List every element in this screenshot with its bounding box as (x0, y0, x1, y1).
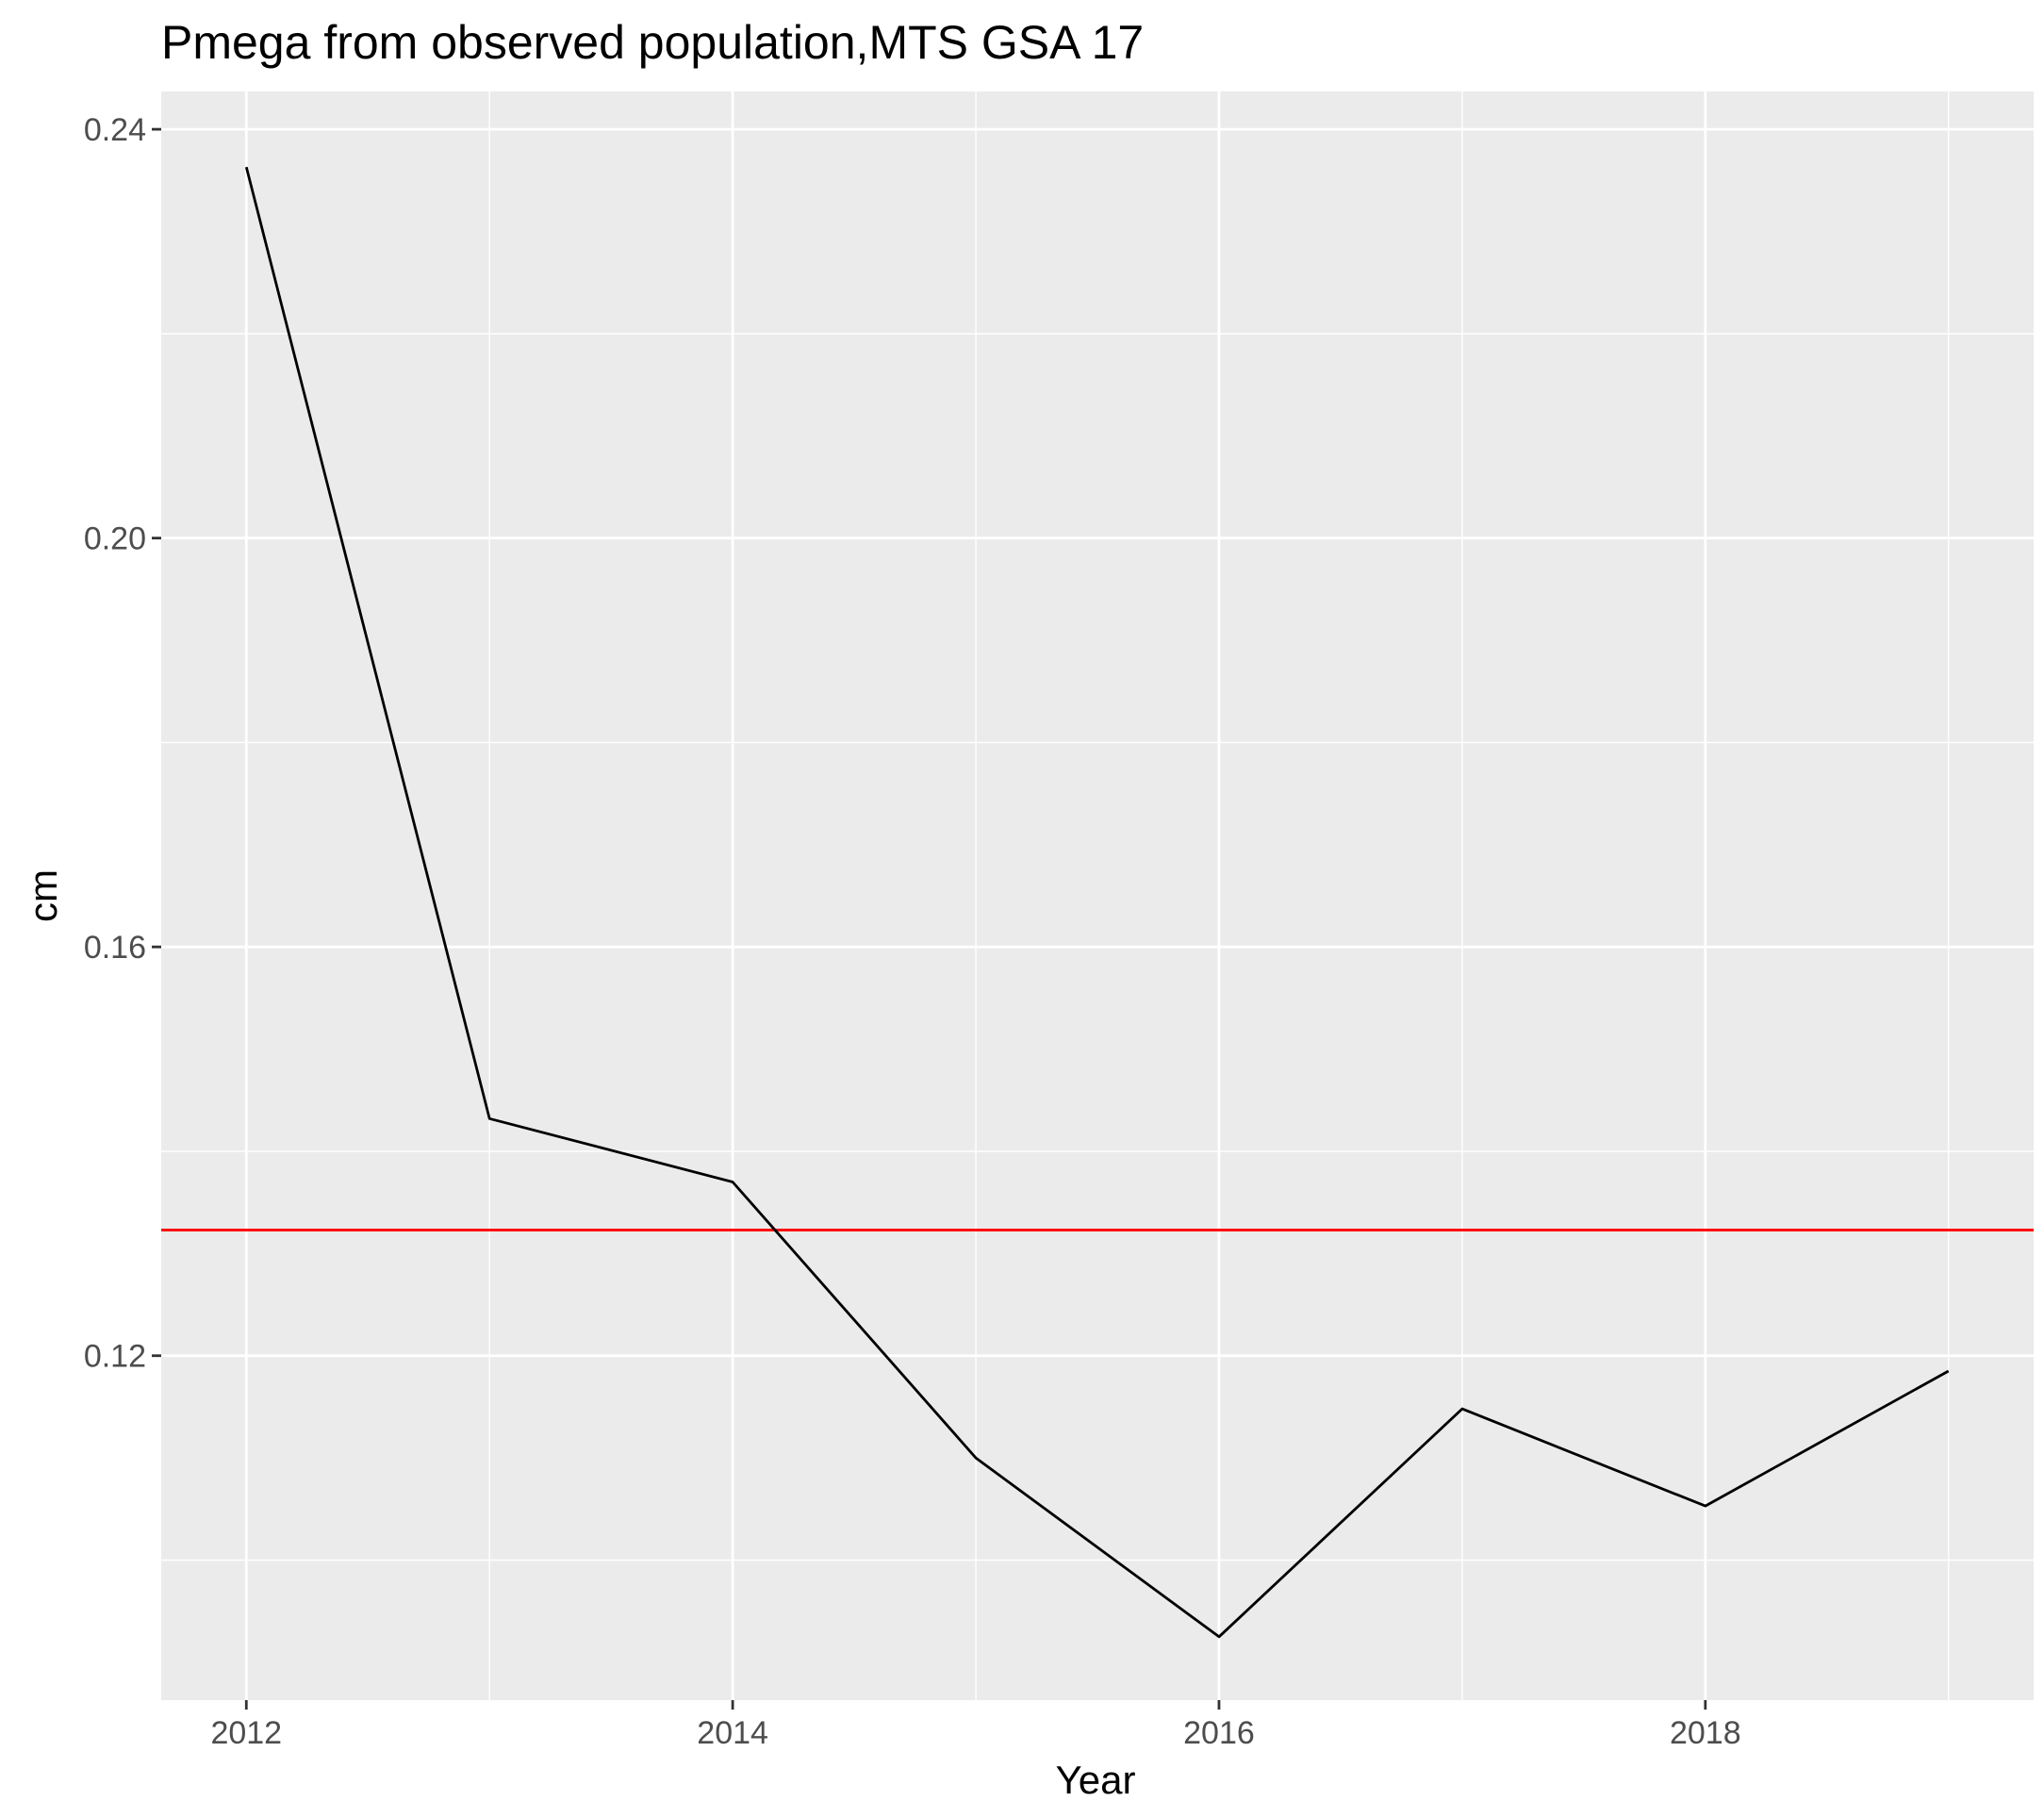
x-axis-title: Year (1056, 1758, 1136, 1802)
chart-title: Pmega from observed population,MTS GSA 1… (161, 16, 1144, 69)
y-tick-label: 0.24 (84, 112, 146, 148)
x-axis-ticks: 2012 2014 2016 2018 (210, 1700, 1741, 1751)
x-tick-label: 2018 (1670, 1715, 1741, 1751)
y-tick-label: 0.16 (84, 930, 146, 966)
minor-gridlines (161, 91, 2034, 1700)
y-axis-title: cm (21, 869, 65, 922)
x-tick-label: 2014 (697, 1715, 768, 1751)
y-tick-label: 0.12 (84, 1339, 146, 1375)
x-tick-label: 2012 (210, 1715, 282, 1751)
series-lines (244, 166, 1950, 1639)
major-gridlines (161, 91, 2034, 1700)
y-tick-label: 0.20 (84, 521, 146, 557)
x-tick-label: 2016 (1183, 1715, 1255, 1751)
series-line (244, 166, 1950, 1639)
y-axis-ticks: 0.12 0.16 0.20 0.24 (84, 112, 161, 1375)
plot-panel (161, 91, 2034, 1700)
